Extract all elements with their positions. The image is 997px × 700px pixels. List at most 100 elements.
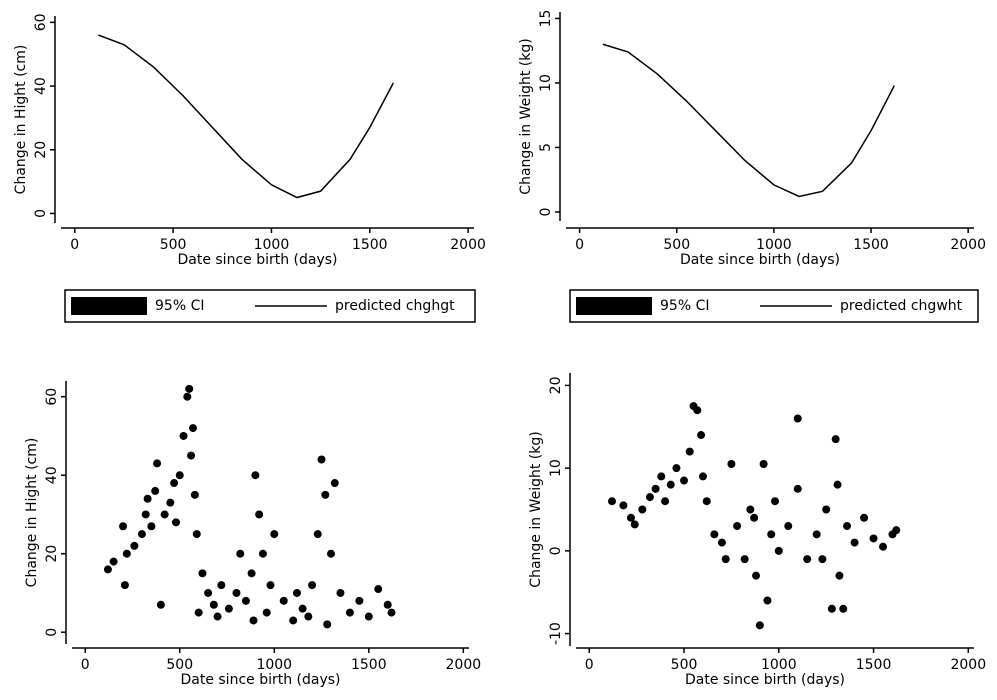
scatter-point [258, 549, 267, 558]
x-tick-label: 2000 [450, 237, 486, 253]
y-axis-label: Change in Hight (cm) [13, 45, 29, 195]
scatter-point [204, 588, 213, 597]
scatter-point [188, 424, 197, 433]
scatter-point [793, 484, 802, 493]
y-axis-label: Change in Weight (kg) [528, 431, 544, 587]
x-tick-label: 0 [70, 237, 79, 253]
scatter-point [608, 497, 617, 506]
scatter-point [833, 480, 842, 489]
scatter-point [270, 530, 279, 539]
scatter-point [171, 518, 180, 527]
y-axis-label: Change in Hight (cm) [24, 438, 40, 588]
scatter-point [630, 520, 639, 529]
scatter-point [645, 493, 654, 502]
scatter-point [755, 621, 764, 630]
scatter-point [843, 522, 852, 531]
scatter-point [698, 472, 707, 481]
scatter-point [321, 490, 330, 499]
scatter-point [812, 530, 821, 539]
scatter-point [209, 600, 218, 609]
legend-label: 95% CI [155, 298, 204, 314]
x-tick-label: 1000 [761, 657, 797, 673]
scatter-point [194, 608, 203, 617]
scatter-point [717, 538, 726, 547]
y-tick-label: 0 [33, 209, 49, 218]
scatter-point [710, 530, 719, 539]
x-tick-label: 0 [575, 237, 584, 253]
scatter-point [166, 498, 175, 507]
scatter-point [109, 557, 118, 566]
scatter-point [345, 608, 354, 617]
legend-box [64, 289, 476, 323]
x-axis-label: Date since birth (days) [177, 252, 337, 268]
scatter-point [143, 494, 152, 503]
y-tick-label: 0 [538, 208, 554, 217]
x-tick-label: 0 [81, 657, 90, 673]
x-axis-label: Date since birth (days) [180, 672, 340, 688]
scatter-point [336, 588, 345, 597]
scatter-point [827, 604, 836, 613]
scatter-point [103, 565, 112, 574]
y-tick-label: 10 [538, 74, 554, 92]
x-tick-label: 500 [663, 237, 690, 253]
y-tick-label: 60 [44, 388, 60, 406]
scatter-point [746, 505, 755, 514]
scatter-point [170, 479, 179, 488]
scatter-point [160, 510, 169, 519]
scatter-point [752, 571, 761, 580]
scatter-point [298, 604, 307, 613]
scatter-point [247, 569, 256, 578]
scatter-point [236, 549, 245, 558]
scatter-point [179, 431, 188, 440]
scatter-point [702, 497, 711, 506]
scatter-point [680, 476, 689, 485]
x-tick-label: 1500 [351, 657, 387, 673]
y-tick-label: -10 [548, 622, 564, 645]
x-tick-label: 500 [160, 237, 187, 253]
y-tick-label: 60 [33, 13, 49, 31]
x-tick-label: 2000 [446, 657, 482, 673]
scatter-point [330, 479, 339, 488]
scatter-point [364, 612, 373, 621]
y-tick-label: 0 [548, 546, 564, 555]
scatter-point [153, 459, 162, 468]
scatter-point [793, 414, 802, 423]
scatter-point [657, 472, 666, 481]
panel: 0 20 40 60 0 500 1000 1500 2000 Date since birth … [24, 381, 481, 688]
y-tick-label: 20 [44, 545, 60, 563]
x-tick-label: 500 [166, 657, 193, 673]
legend-label: predicted chgwht [840, 298, 963, 314]
x-tick-label: 1500 [352, 237, 388, 253]
x-tick-label: 1000 [254, 237, 290, 253]
scatter-point [822, 505, 831, 514]
scatter-point [850, 538, 859, 547]
scatter-point [740, 555, 749, 564]
y-tick-label: 0 [44, 628, 60, 637]
scatter-point [619, 501, 628, 510]
scatter-point [156, 600, 165, 609]
scatter-point [289, 616, 298, 625]
scatter-point [147, 522, 156, 531]
scatter-point [187, 451, 196, 460]
x-tick-label: 1000 [756, 237, 792, 253]
scatter-point [217, 581, 226, 590]
scatter-point [313, 530, 322, 539]
scatter-point [130, 541, 139, 550]
scatter-point [249, 616, 258, 625]
scatter-point [672, 464, 681, 473]
scatter-point [192, 530, 201, 539]
scatter-point [697, 431, 706, 440]
scatter-point [266, 581, 275, 590]
scatter-point [262, 608, 271, 617]
scatter-point [183, 392, 192, 401]
scatter-point [763, 596, 772, 605]
scatter-point [137, 530, 146, 539]
scatter-point [721, 555, 730, 564]
legend-label: 95% CI [660, 298, 709, 314]
scatter-point [803, 555, 812, 564]
scatter-point [185, 384, 194, 393]
scatter-point [374, 585, 383, 594]
scatter-point [727, 460, 736, 468]
scatter-point [387, 608, 396, 617]
legend-box [569, 289, 979, 323]
